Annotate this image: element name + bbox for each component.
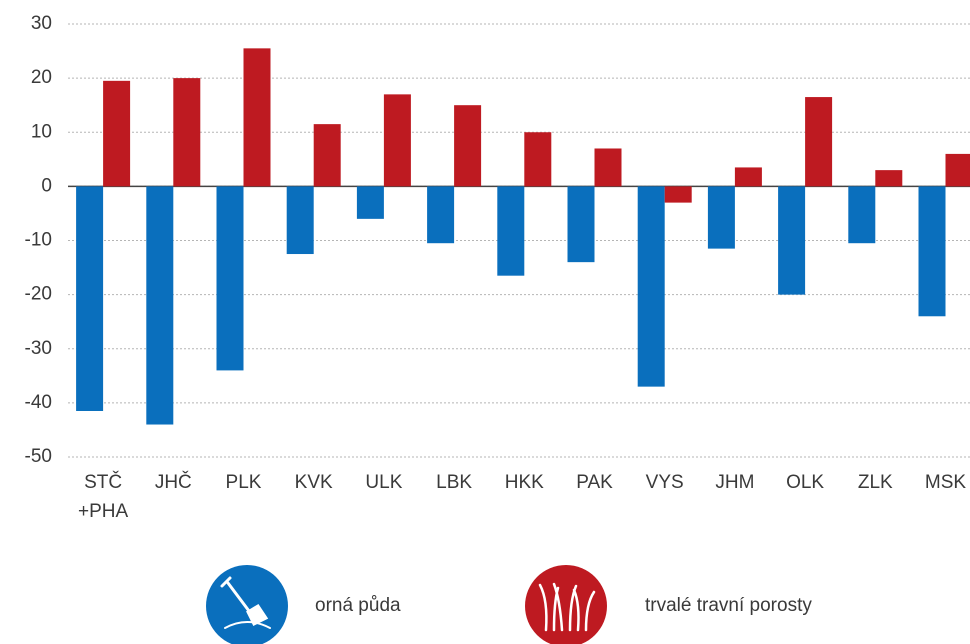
- legend-icon-shovel: [220, 576, 271, 629]
- bar: [918, 186, 946, 317]
- shovel-blade: [246, 603, 269, 627]
- x-tick-label: STČ +PHA: [78, 471, 128, 522]
- x-tick-label: MSK: [925, 472, 967, 493]
- grass-blade: [552, 582, 564, 632]
- grass-blade: [568, 584, 578, 632]
- x-tick-label: JHČ: [155, 471, 192, 493]
- y-tick-label: -10: [25, 230, 52, 251]
- legend-swatch: [206, 565, 288, 644]
- bar: [427, 186, 455, 244]
- shovel-grip: [220, 576, 232, 588]
- bar: [637, 186, 665, 387]
- x-tick-label: ULK: [365, 472, 402, 493]
- legend: orná půda trvalé travní porosty: [206, 565, 812, 644]
- bar: [945, 153, 970, 187]
- x-tick-label: JHM: [715, 472, 754, 493]
- soil: [224, 621, 271, 629]
- bar: [383, 94, 411, 187]
- bar: [805, 97, 833, 187]
- bar: [524, 132, 552, 187]
- legend-label: orná půda: [315, 595, 401, 616]
- bar: [356, 186, 384, 219]
- bar: [216, 186, 244, 371]
- bar: [664, 186, 692, 203]
- bar: [778, 186, 806, 295]
- y-tick-label: 10: [31, 121, 52, 142]
- bar: [313, 124, 341, 187]
- y-tick-label: 30: [31, 13, 52, 34]
- legend-icon-grass: [538, 582, 596, 632]
- bar: [848, 186, 876, 244]
- bar: [497, 186, 525, 276]
- legend-label: trvalé travní porosty: [645, 595, 812, 616]
- bar: [734, 167, 762, 187]
- y-tick-label: -50: [25, 446, 52, 467]
- grass-blade: [584, 590, 596, 632]
- bar: [173, 78, 201, 187]
- grass-blade: [572, 588, 580, 632]
- y-tick-label: -40: [25, 392, 52, 413]
- y-tick-label: 0: [41, 175, 52, 196]
- x-tick-label: LBK: [436, 472, 472, 493]
- x-tick-label: KVK: [295, 472, 333, 493]
- shovel-handle: [226, 581, 254, 617]
- legend-swatch: [525, 565, 607, 644]
- x-tick-label: HKK: [505, 472, 544, 493]
- bar: [567, 186, 595, 263]
- x-tick-label: PAK: [576, 472, 613, 493]
- bar: [286, 186, 314, 255]
- y-tick-label: -30: [25, 338, 52, 359]
- x-tick-label: ZLK: [858, 472, 893, 493]
- bar: [707, 186, 735, 249]
- y-tick-label: 20: [31, 67, 52, 88]
- bar: [76, 186, 104, 411]
- x-tick-label: PLK: [226, 472, 262, 493]
- bar: [594, 148, 622, 187]
- grass-blade: [538, 583, 548, 632]
- y-tick-label: -20: [25, 284, 52, 305]
- bar: [103, 80, 131, 187]
- bar: [454, 105, 482, 187]
- bar: [243, 48, 271, 187]
- x-tick-label: OLK: [786, 472, 824, 493]
- bar: [146, 186, 174, 425]
- bar: [875, 170, 903, 187]
- x-tick-label: VYS: [646, 472, 684, 493]
